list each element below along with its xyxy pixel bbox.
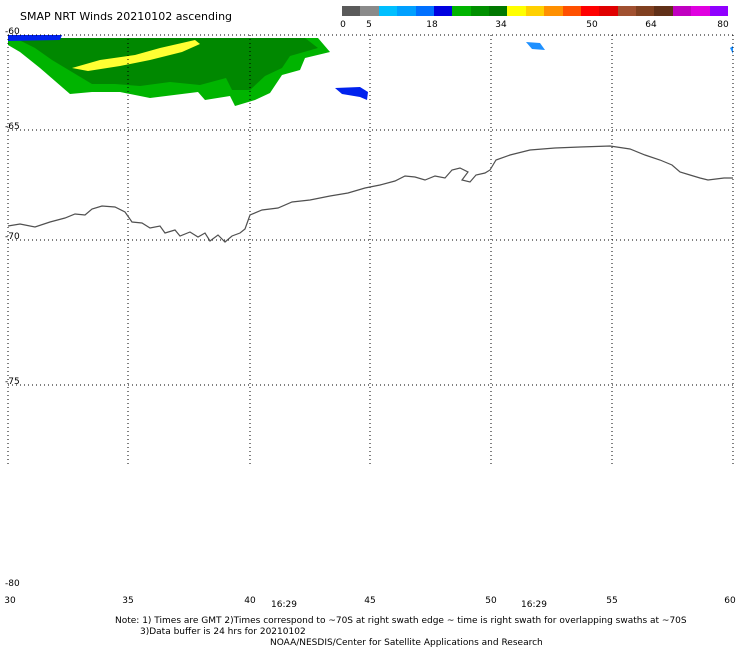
lon-label-50: 50 [485, 596, 497, 606]
colorbar-segment [617, 6, 636, 16]
wind-patch-lightblue-top [526, 42, 545, 50]
colorbar-label-0: 0 [340, 20, 346, 30]
colorbar-segment [415, 6, 434, 16]
note-line-3: NOAA/NESDIS/Center for Satellite Applica… [270, 638, 543, 648]
colorbar-segment [342, 6, 361, 16]
colorbar-label-18: 18 [426, 20, 438, 30]
colorbar-label-5: 5 [366, 20, 372, 30]
colorbar-label-80: 80 [717, 20, 729, 30]
lat-label-75: -75 [5, 377, 20, 387]
colorbar-segment [544, 6, 563, 16]
lon-label-60: 60 [724, 596, 736, 606]
wind-patch-blue-right [335, 87, 368, 100]
wind-patch-dark-green [15, 38, 318, 90]
lat-label-65: -65 [5, 122, 20, 132]
colorbar-segment [507, 6, 526, 16]
colorbar-segment [636, 6, 655, 16]
colorbar-segment [378, 6, 398, 16]
colorbar-segment [452, 6, 471, 16]
colorbar-label-64: 64 [645, 20, 657, 30]
map-title: SMAP NRT Winds 20210102 ascending [20, 10, 233, 23]
wind-patch-yellow [72, 40, 200, 71]
coastline [7, 145, 733, 243]
wind-patch-blue-left [8, 35, 62, 41]
colorbar-segment [672, 6, 692, 16]
colorbar-segment [433, 6, 453, 16]
note-line-2: 3)Data buffer is 24 hrs for 20210102 [140, 627, 306, 637]
graticule [7, 34, 734, 465]
colorbar-segment [525, 6, 545, 16]
wind-patch-lightblue-edge [730, 46, 733, 54]
note-line-1: Note: 1) Times are GMT 2)Times correspon… [115, 616, 687, 626]
colorbar-label-34: 34 [495, 20, 507, 30]
swath-time-right: 16:29 [521, 600, 547, 610]
colorbar-segment [691, 6, 710, 16]
colorbar-segment [654, 6, 673, 16]
colorbar-segment [489, 6, 508, 16]
wind-speed-colorbar [342, 6, 728, 16]
colorbar-segment [397, 6, 416, 16]
colorbar-segment [580, 6, 600, 16]
colorbar-label-50: 50 [586, 20, 598, 30]
colorbar-segment [470, 6, 489, 16]
colorbar-segment [562, 6, 581, 16]
lon-label-45: 45 [364, 596, 376, 606]
lon-label-55: 55 [606, 596, 618, 606]
lat-label-70: -70 [5, 232, 20, 242]
colorbar-segment [360, 6, 379, 16]
lat-label-80: -80 [5, 579, 20, 589]
colorbar-segment [599, 6, 618, 16]
swath-time-left: 16:29 [271, 600, 297, 610]
lon-label-30: 30 [4, 596, 16, 606]
lon-label-40: 40 [244, 596, 256, 606]
lat-label-60: -60 [5, 27, 20, 37]
colorbar-segment [709, 6, 728, 16]
lon-label-35: 35 [122, 596, 134, 606]
